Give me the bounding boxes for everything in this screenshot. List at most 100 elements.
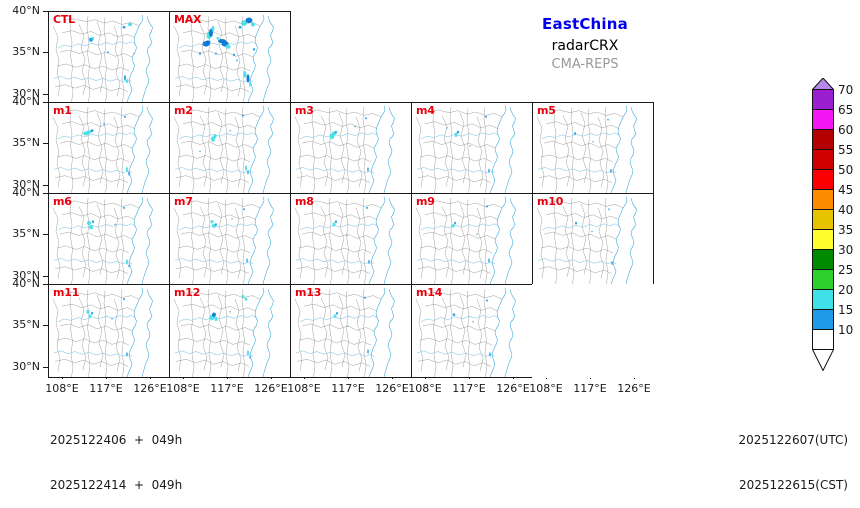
lat-tick-mark	[43, 11, 48, 12]
map-panel-m4[interactable]: m4	[411, 102, 533, 194]
lat-tick-label: 40°N	[12, 186, 40, 199]
panel-label: m5	[537, 104, 556, 117]
colorbar-arrow-bottom-icon	[812, 349, 834, 371]
colorbar-band	[813, 210, 833, 230]
colorbar-tick-label: 25	[838, 263, 854, 277]
lat-tick-mark	[43, 102, 48, 103]
lon-tick-label: 117°E	[331, 382, 365, 395]
lat-tick-mark	[43, 366, 48, 368]
map-panel-ctl[interactable]: CTL	[48, 11, 170, 103]
colorbar-band	[813, 110, 833, 130]
map-canvas	[170, 285, 290, 377]
map-panel-max[interactable]: MAX	[169, 11, 291, 103]
lon-tick-label: 117°E	[573, 382, 607, 395]
colorbar-tick-label: 60	[838, 123, 854, 137]
colorbar-band	[813, 330, 833, 350]
map-canvas	[170, 12, 290, 102]
lat-tick-mark	[43, 234, 48, 236]
panel-label: m7	[174, 195, 193, 208]
colorbar-bands	[812, 89, 834, 350]
lat-tick-label: 30°N	[12, 268, 40, 282]
lat-tick-label: 30°N	[12, 359, 40, 373]
map-canvas	[49, 285, 169, 377]
map-canvas	[412, 103, 532, 193]
panel-label: m8	[295, 195, 314, 208]
colorbar-tick-label: 40	[838, 203, 854, 217]
lon-tick-label: 117°E	[210, 382, 244, 395]
map-panel-m11[interactable]: m11	[48, 284, 170, 378]
panel-row: m6 m7 m8 m9 m10	[48, 193, 658, 285]
map-panel-m3[interactable]: m3	[290, 102, 412, 194]
map-canvas	[412, 285, 532, 377]
panel-label: m2	[174, 104, 193, 117]
colorbar-band	[813, 150, 833, 170]
title-model: CMA-REPS	[551, 57, 619, 73]
lon-tick-label: 108°E	[166, 382, 200, 395]
colorbar-tick-label: 50	[838, 163, 854, 177]
panel-grid: CTL MAX m1 m2 m3 m4 m5 m6 m7 m8 m9 m10 m11 m12 m13 m…	[48, 11, 658, 378]
panel-label: m4	[416, 104, 435, 117]
panel-label: m3	[295, 104, 314, 117]
map-panel-m5[interactable]: m5	[532, 102, 654, 194]
lon-tick-label: 117°E	[452, 382, 486, 395]
lon-tick-label: 108°E	[287, 382, 321, 395]
panel-label: m9	[416, 195, 435, 208]
colorbar-tick-label: 45	[838, 183, 854, 197]
colorbar-band	[813, 190, 833, 210]
title-block: EastChina radarCRX CMA-REPS	[470, 14, 700, 75]
map-panel-m9[interactable]: m9	[411, 193, 533, 285]
lon-tick-label: 126°E	[617, 382, 651, 395]
map-panel-m6[interactable]: m6	[48, 193, 170, 285]
colorbar: 70 65 60 55 50 45 40 35 30 25 20 15 10	[812, 78, 860, 371]
panel-label: m12	[174, 286, 201, 299]
lat-tick-mark	[43, 143, 48, 145]
colorbar-tick-label: 10	[838, 323, 854, 337]
map-canvas	[533, 103, 653, 193]
map-panel-m2[interactable]: m2	[169, 102, 291, 194]
colorbar-band	[813, 290, 833, 310]
map-canvas	[49, 103, 169, 193]
map-canvas	[49, 12, 169, 102]
panel-label: m6	[53, 195, 72, 208]
map-panel-m12[interactable]: m12	[169, 284, 291, 378]
lon-tick-label: 126°E	[133, 382, 167, 395]
lat-tick-mark	[43, 184, 48, 186]
panel-label: m14	[416, 286, 443, 299]
map-canvas	[533, 194, 653, 284]
lat-tick-label: 30°N	[12, 86, 40, 100]
map-panel-m13[interactable]: m13	[290, 284, 412, 378]
map-canvas	[291, 103, 411, 193]
title-variable: radarCRX	[551, 37, 619, 54]
map-panel-m1[interactable]: m1	[48, 102, 170, 194]
colorbar-tick-label: 15	[838, 303, 854, 317]
panel-row: m11 m12 m13 m14	[48, 284, 658, 378]
lat-tick-label: 30°N	[12, 177, 40, 191]
panel-label: m11	[53, 286, 80, 299]
panel-label: CTL	[53, 13, 75, 26]
lat-tick-label: 35°N	[12, 227, 40, 241]
panel-label: m13	[295, 286, 322, 299]
panel-row: m1 m2 m3 m4 m5	[48, 102, 658, 194]
map-canvas	[170, 194, 290, 284]
colorbar-band	[813, 170, 833, 190]
lat-tick-mark	[43, 325, 48, 327]
colorbar-band	[813, 250, 833, 270]
lat-tick-label: 40°N	[12, 4, 40, 17]
colorbar-tick-label: 30	[838, 243, 854, 257]
colorbar-tick-label: 20	[838, 283, 854, 297]
map-panel-m8[interactable]: m8	[290, 193, 412, 285]
map-panel-m14[interactable]: m14	[411, 284, 533, 378]
lat-tick-label: 35°N	[12, 136, 40, 150]
footer-valid-cst: 2025122615(CST)	[738, 478, 848, 492]
colorbar-band	[813, 270, 833, 290]
map-panel-m7[interactable]: m7	[169, 193, 291, 285]
panel-row: CTL MAX	[48, 11, 658, 103]
map-panel-m10[interactable]: m10	[532, 193, 654, 285]
lat-tick-label: 35°N	[12, 318, 40, 332]
lon-tick-label: 126°E	[375, 382, 409, 395]
lon-tick-label: 108°E	[408, 382, 442, 395]
map-canvas	[49, 194, 169, 284]
map-canvas	[170, 103, 290, 193]
lat-tick-mark	[43, 93, 48, 95]
footer-right: 2025122607(UTC) 2025122615(CST)	[739, 403, 849, 508]
